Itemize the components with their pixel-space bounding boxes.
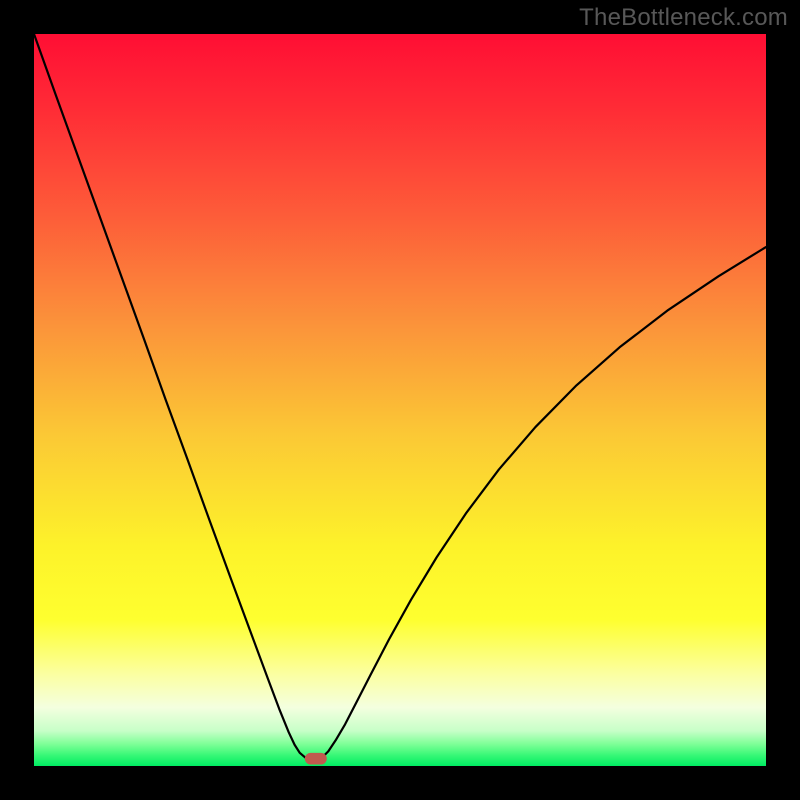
watermark-text: TheBottleneck.com <box>579 4 788 32</box>
optimal-marker <box>305 753 327 765</box>
plot-area <box>34 34 766 766</box>
bottleneck-chart <box>0 0 800 800</box>
